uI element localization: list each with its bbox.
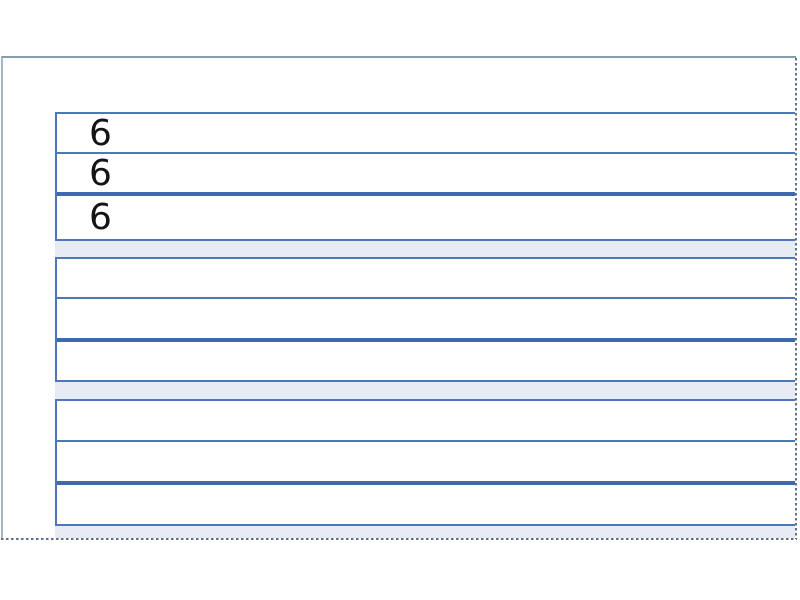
- practice-row[interactable]: [57, 442, 795, 485]
- practice-group-2: [55, 257, 795, 382]
- practice-row[interactable]: [57, 485, 795, 524]
- practice-group-1: 6 6 6: [55, 112, 795, 241]
- practice-row[interactable]: [57, 341, 795, 380]
- digit-label: 6: [89, 112, 112, 154]
- practice-row[interactable]: 6: [57, 195, 795, 239]
- practice-row[interactable]: [57, 299, 795, 342]
- digit-label: 6: [89, 197, 112, 239]
- content-frame: [1, 56, 796, 539]
- practice-row[interactable]: 6: [57, 114, 795, 154]
- practice-row[interactable]: [57, 401, 795, 442]
- practice-row[interactable]: 6: [57, 152, 795, 196]
- practice-group-3: [55, 399, 795, 526]
- placeholder-border-bottom: [1, 538, 797, 540]
- placeholder-border-right: [795, 58, 797, 539]
- practice-table[interactable]: 6 6 6: [55, 112, 795, 538]
- digit-label: 6: [89, 152, 112, 194]
- practice-row[interactable]: [57, 259, 795, 300]
